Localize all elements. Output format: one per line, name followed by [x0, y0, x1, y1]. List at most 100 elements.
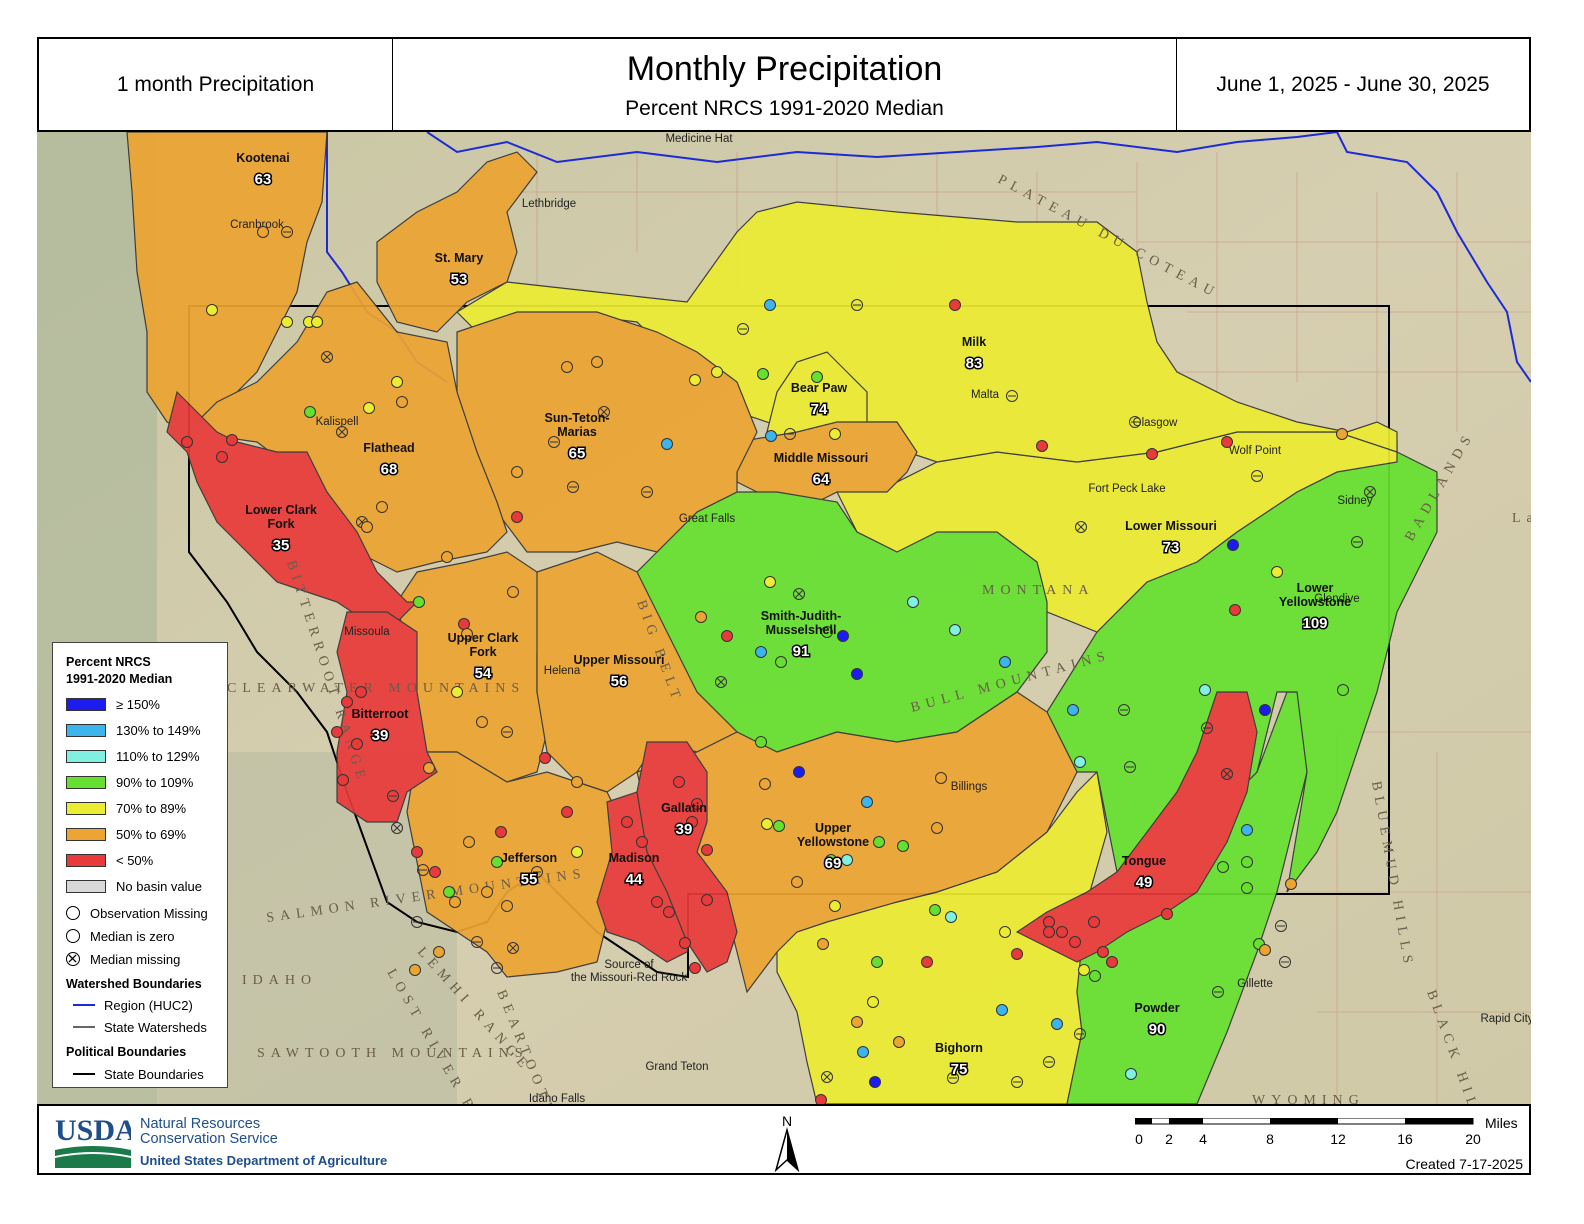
station-point[interactable] [413, 596, 425, 608]
station-point[interactable] [711, 366, 723, 378]
station-point[interactable] [651, 896, 663, 908]
station-point[interactable] [815, 1094, 827, 1105]
station-point[interactable] [811, 371, 823, 383]
station-no-data[interactable] [1279, 956, 1291, 968]
station-point[interactable] [181, 436, 193, 448]
station-point[interactable] [867, 996, 879, 1008]
station-point[interactable] [1241, 824, 1253, 836]
station-no-data[interactable] [1011, 1076, 1023, 1088]
station-point[interactable] [773, 820, 785, 832]
station-point[interactable] [873, 836, 885, 848]
station-point[interactable] [433, 946, 445, 958]
station-no-data[interactable] [1351, 536, 1363, 548]
station-point[interactable] [755, 736, 767, 748]
station-no-data[interactable] [1006, 390, 1018, 402]
station-point[interactable] [893, 1036, 905, 1048]
station-point[interactable] [793, 766, 805, 778]
station-point[interactable] [701, 844, 713, 856]
station-point[interactable] [337, 774, 349, 786]
station-no-data[interactable] [1129, 416, 1141, 428]
station-median-missing[interactable] [507, 942, 519, 954]
basin-tongue[interactable] [1015, 691, 1258, 963]
station-point[interactable] [501, 900, 513, 912]
station-point[interactable] [701, 894, 713, 906]
station-point[interactable] [423, 762, 435, 774]
station-point[interactable] [857, 1046, 869, 1058]
station-point[interactable] [851, 668, 863, 680]
station-point[interactable] [1285, 878, 1297, 890]
station-point[interactable] [411, 846, 423, 858]
station-point[interactable] [817, 938, 829, 950]
station-point[interactable] [396, 396, 408, 408]
station-point[interactable] [476, 716, 488, 728]
station-point[interactable] [931, 822, 943, 834]
station-point[interactable] [949, 299, 961, 311]
station-median-missing[interactable] [821, 1071, 833, 1083]
station-point[interactable] [1241, 856, 1253, 868]
station-point[interactable] [571, 776, 583, 788]
station-median-missing[interactable] [321, 351, 333, 363]
station-point[interactable] [561, 361, 573, 373]
station-no-data[interactable] [737, 323, 749, 335]
station-no-data[interactable] [1212, 986, 1224, 998]
station-point[interactable] [663, 906, 675, 918]
station-point[interactable] [829, 428, 841, 440]
station-point[interactable] [689, 374, 701, 386]
station-point[interactable] [791, 876, 803, 888]
station-point[interactable] [376, 501, 388, 513]
station-point[interactable] [1078, 964, 1090, 976]
station-no-data[interactable] [1043, 1056, 1055, 1068]
station-point[interactable] [755, 646, 767, 658]
station-point[interactable] [1069, 936, 1081, 948]
station-no-data[interactable] [1201, 722, 1213, 734]
station-point[interactable] [897, 840, 909, 852]
station-point[interactable] [281, 316, 293, 328]
station-point[interactable] [511, 466, 523, 478]
station-point[interactable] [1199, 684, 1211, 696]
station-no-data[interactable] [531, 866, 543, 878]
station-point[interactable] [571, 846, 583, 858]
station-point[interactable] [257, 226, 269, 238]
station-median-missing[interactable] [1364, 486, 1376, 498]
station-point[interactable] [1097, 946, 1109, 958]
station-point[interactable] [721, 630, 733, 642]
station-point[interactable] [851, 1016, 863, 1028]
station-point[interactable] [1056, 926, 1068, 938]
station-point[interactable] [1043, 926, 1055, 938]
station-point[interactable] [929, 904, 941, 916]
station-no-data[interactable] [281, 226, 293, 238]
station-point[interactable] [226, 434, 238, 446]
station-point[interactable] [996, 1004, 1008, 1016]
station-no-data[interactable] [784, 428, 796, 440]
station-point[interactable] [1067, 704, 1079, 716]
station-point[interactable] [1051, 1018, 1063, 1030]
station-point[interactable] [1229, 604, 1241, 616]
station-point[interactable] [871, 956, 883, 968]
station-point[interactable] [341, 696, 353, 708]
station-point[interactable] [1161, 908, 1173, 920]
station-point[interactable] [1146, 448, 1158, 460]
station-no-data[interactable] [501, 726, 513, 738]
station-point[interactable] [636, 836, 648, 848]
station-point[interactable] [443, 886, 455, 898]
station-median-missing[interactable] [793, 588, 805, 600]
station-no-data[interactable] [387, 790, 399, 802]
station-no-data[interactable] [491, 962, 503, 974]
station-point[interactable] [495, 826, 507, 838]
station-point[interactable] [331, 726, 343, 738]
station-point[interactable] [673, 776, 685, 788]
station-no-data[interactable] [1074, 1028, 1086, 1040]
station-point[interactable] [869, 1076, 881, 1088]
station-point[interactable] [1337, 684, 1349, 696]
basin-gallatin[interactable] [636, 741, 738, 973]
station-point[interactable] [311, 316, 323, 328]
station-point[interactable] [304, 406, 316, 418]
station-point[interactable] [695, 611, 707, 623]
station-no-data[interactable] [471, 936, 483, 948]
station-point[interactable] [1043, 916, 1055, 928]
station-point[interactable] [1336, 428, 1348, 440]
station-point[interactable] [691, 798, 703, 810]
station-median-missing[interactable] [715, 676, 727, 688]
station-no-data[interactable] [417, 864, 429, 876]
station-point[interactable] [481, 886, 493, 898]
